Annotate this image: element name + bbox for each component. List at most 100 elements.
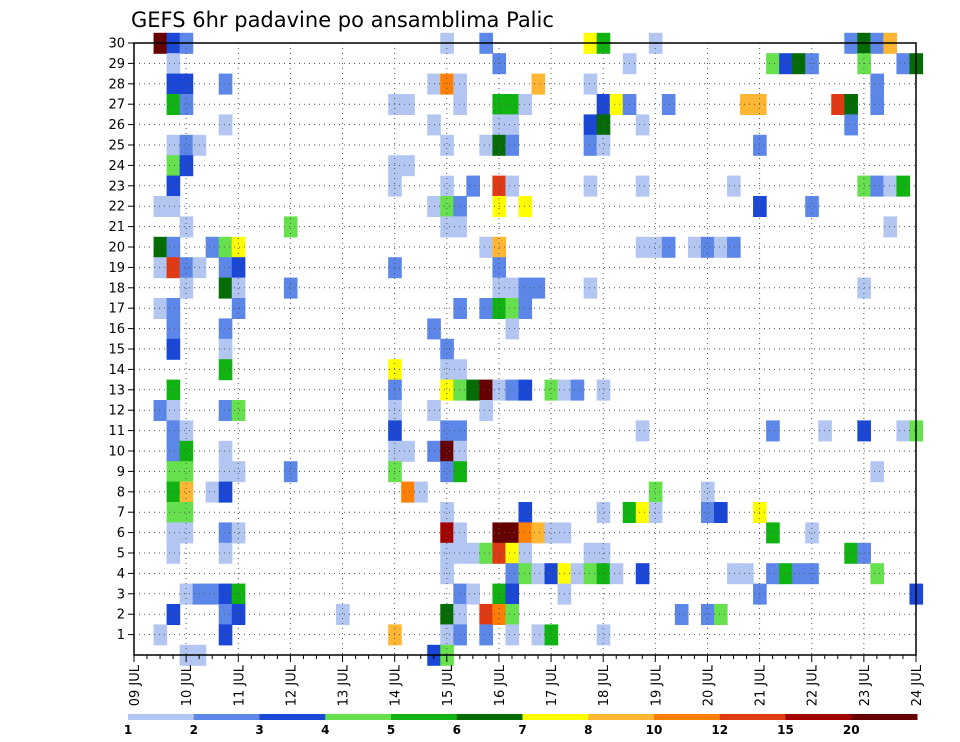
heatmap-cell [205, 583, 220, 605]
heatmap-cell [518, 379, 533, 401]
heatmap-cell [674, 604, 689, 625]
heatmap-cell [570, 563, 585, 585]
heatmap-cell [505, 318, 520, 340]
heatmap-cell [648, 481, 663, 503]
heatmap-cell [596, 624, 611, 646]
heatmap-cell [453, 461, 467, 483]
heatmap-cell [466, 379, 480, 401]
heatmap-cell [231, 583, 246, 605]
heatmap-cell [414, 481, 428, 503]
colorbar-swatch [325, 714, 392, 720]
heatmap-cell [153, 257, 168, 279]
heatmap-cell [531, 624, 546, 646]
heatmap-cell [440, 73, 454, 95]
heatmap-cell [218, 604, 233, 625]
x-tick-label: 22 JUL [806, 664, 821, 706]
heatmap-cell [518, 196, 533, 217]
heatmap-cell [583, 175, 598, 197]
heatmap-cell [231, 604, 246, 625]
heatmap-cell [166, 542, 181, 564]
y-tick-label: 8 [117, 485, 125, 500]
heatmap-cell [453, 604, 467, 625]
heatmap-cell [153, 236, 168, 258]
heatmap-cell [218, 461, 233, 483]
heatmap-cell [401, 94, 415, 115]
heatmap-cell [401, 155, 415, 177]
heatmap-cell [166, 94, 181, 115]
heatmap-cell [635, 175, 650, 197]
heatmap-cell [583, 563, 598, 585]
heatmap-cell [648, 502, 663, 523]
y-tick-label: 16 [108, 322, 125, 337]
y-tick-label: 6 [117, 526, 125, 541]
y-tick-label: 7 [117, 506, 125, 521]
y-tick-label: 25 [108, 139, 125, 154]
heatmap-cell [518, 94, 533, 115]
heatmap-cell [883, 216, 898, 238]
heatmap-cell [440, 502, 454, 523]
heatmap-cell [453, 94, 467, 115]
heatmap-cell [635, 420, 650, 442]
y-tick-label: 24 [108, 159, 125, 174]
colorbar-swatch [193, 714, 260, 720]
heatmap-cell [896, 420, 911, 442]
heatmap-cell [479, 379, 494, 401]
heatmap-cell [218, 522, 233, 544]
y-tick-label: 26 [108, 118, 125, 133]
heatmap-cell [166, 257, 181, 279]
heatmap-cell [440, 624, 454, 646]
heatmap-cell [766, 563, 780, 585]
heatmap-cell [844, 542, 858, 564]
heatmap-cell [231, 236, 246, 258]
heatmap-cell [166, 461, 181, 483]
heatmap-cell [231, 257, 246, 279]
heatmap-cell [596, 94, 611, 115]
x-axis: 09 JUL 10 JUL 11 JUL 12 JUL 13 JUL 14 JUL 15 J… [128, 655, 925, 706]
heatmap-cell [440, 359, 454, 381]
y-tick-label: 3 [117, 587, 125, 602]
heatmap-cell [505, 522, 520, 544]
heatmap-cell [166, 53, 181, 75]
heatmap-cell [179, 134, 194, 156]
heatmap-cell [166, 298, 181, 319]
heatmap-cell [713, 604, 728, 625]
y-tick-label: 29 [108, 57, 125, 72]
heatmap-cell [505, 379, 520, 401]
grid-layer [134, 42, 916, 655]
heatmap-cell [544, 624, 559, 646]
heatmap-cell [218, 236, 233, 258]
heatmap-cell [166, 420, 181, 442]
heatmap-cell [440, 379, 454, 401]
heatmap-cell [153, 624, 168, 646]
heatmap-cell [531, 522, 546, 544]
heatmap-cell [166, 440, 181, 462]
x-tick-label: 14 JUL [389, 664, 404, 706]
heatmap-cell [596, 134, 611, 156]
heatmap-cell [179, 216, 194, 238]
heatmap-cell [179, 440, 194, 462]
heatmap-cell [583, 73, 598, 95]
heatmap-cell [218, 624, 233, 646]
heatmap-cell [205, 481, 220, 503]
heatmap-cell [505, 563, 520, 585]
heatmap-cell [283, 216, 298, 238]
colorbar-swatch [851, 714, 918, 720]
heatmap-cell [661, 94, 676, 115]
heatmap-cell [453, 298, 467, 319]
colorbar-swatch [456, 714, 523, 720]
x-tick-label: 23 JUL [858, 664, 873, 706]
heatmap-cell [479, 542, 494, 564]
colorbar-swatch [391, 714, 458, 720]
colorbar-label: 10 [646, 723, 663, 737]
heatmap-cell [596, 502, 611, 523]
heatmap-cell [440, 604, 454, 625]
y-tick-label: 28 [108, 77, 125, 92]
colorbar-label: 5 [387, 723, 395, 737]
x-tick-label: 19 JUL [649, 664, 664, 706]
heatmap-cell [648, 236, 663, 258]
colorbar-label: 2 [190, 723, 198, 737]
heatmap-cell [635, 114, 650, 136]
heatmap-cell [870, 563, 885, 585]
heatmap-cell [544, 522, 559, 544]
heatmap-cell [466, 175, 480, 197]
